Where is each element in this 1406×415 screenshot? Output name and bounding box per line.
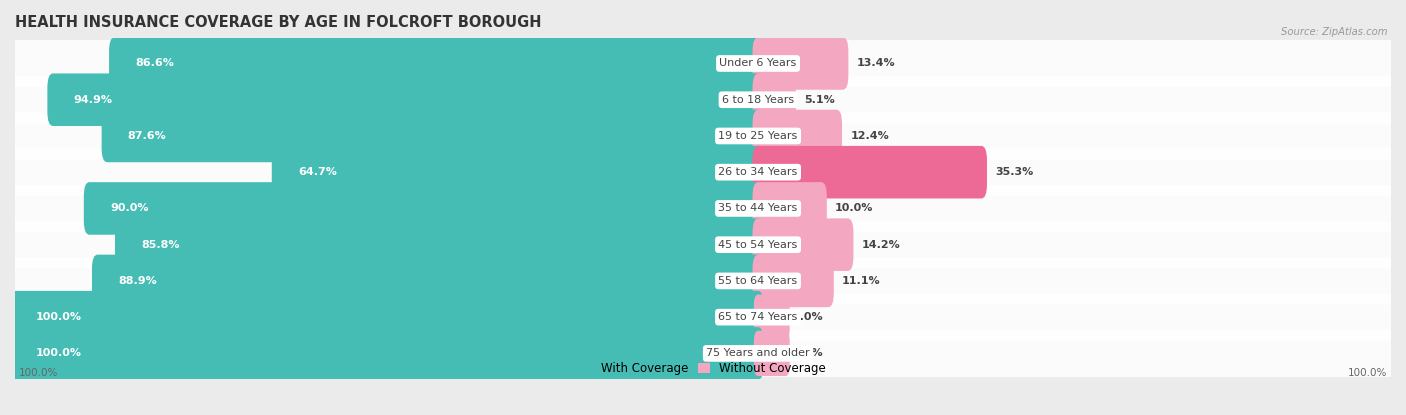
FancyBboxPatch shape: [754, 295, 790, 340]
Text: 19 to 25 Years: 19 to 25 Years: [718, 131, 797, 141]
FancyBboxPatch shape: [752, 182, 827, 235]
Text: 11.1%: 11.1%: [842, 276, 880, 286]
FancyBboxPatch shape: [13, 112, 1393, 159]
FancyBboxPatch shape: [13, 330, 1393, 377]
Text: 10.0%: 10.0%: [835, 203, 873, 213]
FancyBboxPatch shape: [110, 37, 763, 90]
Text: 5.1%: 5.1%: [804, 95, 835, 105]
Text: 75 Years and older: 75 Years and older: [706, 349, 810, 359]
Text: 0.0%: 0.0%: [793, 312, 823, 322]
Text: 94.9%: 94.9%: [73, 95, 112, 105]
FancyBboxPatch shape: [271, 146, 763, 198]
FancyBboxPatch shape: [84, 182, 763, 235]
FancyBboxPatch shape: [752, 37, 848, 90]
Text: Under 6 Years: Under 6 Years: [720, 59, 797, 68]
Text: 65 to 74 Years: 65 to 74 Years: [718, 312, 797, 322]
Text: 86.6%: 86.6%: [135, 59, 174, 68]
Text: 100.0%: 100.0%: [35, 312, 82, 322]
Text: 35.3%: 35.3%: [995, 167, 1033, 177]
FancyBboxPatch shape: [13, 293, 1393, 341]
Text: 88.9%: 88.9%: [118, 276, 157, 286]
Text: 6 to 18 Years: 6 to 18 Years: [721, 95, 794, 105]
FancyBboxPatch shape: [10, 291, 763, 344]
Text: 100.0%: 100.0%: [35, 349, 82, 359]
FancyBboxPatch shape: [13, 257, 1393, 305]
FancyBboxPatch shape: [13, 185, 1393, 232]
Text: 90.0%: 90.0%: [110, 203, 149, 213]
FancyBboxPatch shape: [13, 221, 1393, 268]
FancyBboxPatch shape: [752, 218, 853, 271]
FancyBboxPatch shape: [752, 146, 987, 198]
FancyBboxPatch shape: [13, 40, 1393, 87]
FancyBboxPatch shape: [752, 255, 834, 307]
Text: 14.2%: 14.2%: [862, 240, 900, 250]
FancyBboxPatch shape: [91, 255, 763, 307]
FancyBboxPatch shape: [10, 327, 763, 380]
Text: Source: ZipAtlas.com: Source: ZipAtlas.com: [1281, 27, 1388, 37]
Text: 85.8%: 85.8%: [141, 240, 180, 250]
FancyBboxPatch shape: [754, 331, 790, 376]
Text: 87.6%: 87.6%: [128, 131, 166, 141]
FancyBboxPatch shape: [752, 110, 842, 162]
Text: 13.4%: 13.4%: [856, 59, 896, 68]
Text: 0.0%: 0.0%: [793, 349, 823, 359]
Text: 35 to 44 Years: 35 to 44 Years: [718, 203, 797, 213]
Text: 100.0%: 100.0%: [20, 368, 59, 378]
Text: 64.7%: 64.7%: [298, 167, 337, 177]
Text: 12.4%: 12.4%: [851, 131, 889, 141]
Text: 55 to 64 Years: 55 to 64 Years: [718, 276, 797, 286]
Text: HEALTH INSURANCE COVERAGE BY AGE IN FOLCROFT BOROUGH: HEALTH INSURANCE COVERAGE BY AGE IN FOLC…: [15, 15, 541, 30]
FancyBboxPatch shape: [13, 149, 1393, 196]
FancyBboxPatch shape: [13, 76, 1393, 123]
FancyBboxPatch shape: [101, 110, 763, 162]
Legend: With Coverage, Without Coverage: With Coverage, Without Coverage: [575, 357, 831, 380]
FancyBboxPatch shape: [48, 73, 763, 126]
Text: 45 to 54 Years: 45 to 54 Years: [718, 240, 797, 250]
FancyBboxPatch shape: [115, 218, 763, 271]
Text: 26 to 34 Years: 26 to 34 Years: [718, 167, 797, 177]
FancyBboxPatch shape: [752, 73, 796, 126]
Text: 100.0%: 100.0%: [1347, 368, 1386, 378]
